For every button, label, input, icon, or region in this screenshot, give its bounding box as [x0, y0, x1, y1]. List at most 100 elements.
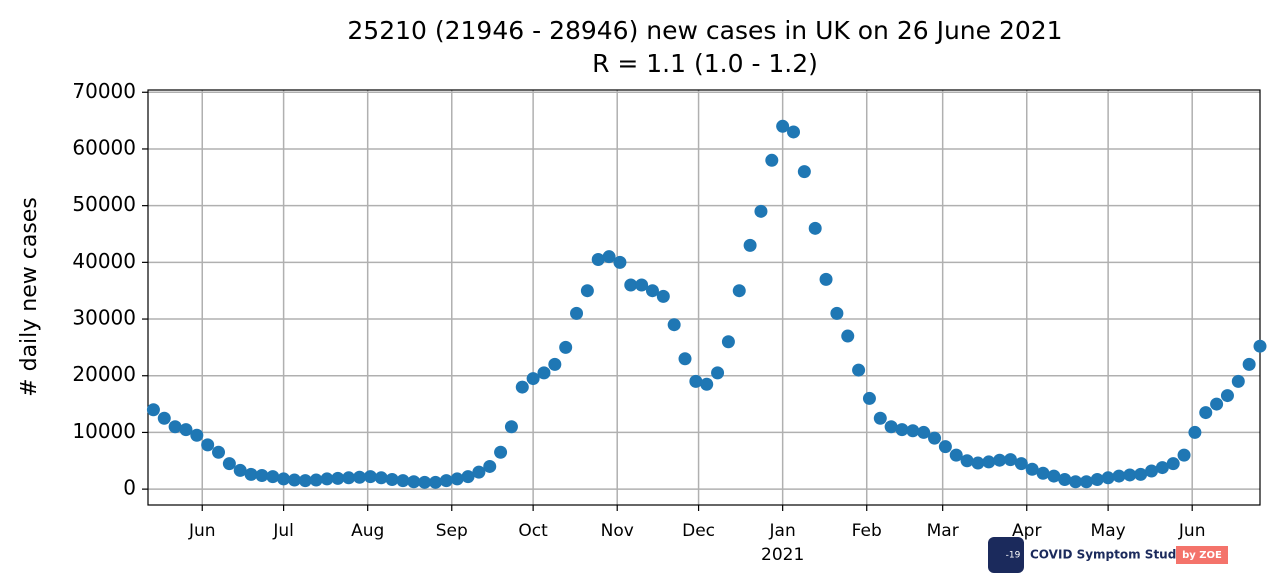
x-tick-label: Jun	[1178, 521, 1206, 541]
point	[146, 403, 160, 417]
y-tick-label: 20000	[72, 362, 136, 386]
logo-by-box	[1176, 546, 1228, 564]
point	[678, 352, 692, 366]
point	[928, 431, 942, 445]
point	[1047, 469, 1061, 483]
x-tick-label: Jul	[272, 521, 294, 541]
x-tick-label: Feb	[852, 521, 882, 541]
point	[732, 284, 746, 298]
point	[624, 278, 638, 292]
logo-badge-text: -19	[1006, 551, 1021, 561]
point	[1155, 461, 1169, 475]
point	[1014, 457, 1028, 471]
point	[298, 474, 312, 488]
point	[917, 425, 931, 439]
point	[873, 411, 887, 425]
point	[1145, 464, 1159, 478]
point	[862, 391, 876, 405]
point	[494, 445, 508, 459]
point	[906, 424, 920, 438]
point	[537, 366, 551, 380]
point	[385, 472, 399, 486]
point	[559, 340, 573, 354]
point	[613, 255, 627, 269]
y-tick-label: 30000	[72, 306, 136, 330]
point	[884, 420, 898, 434]
point	[461, 470, 475, 484]
point	[949, 448, 963, 462]
point	[1123, 468, 1137, 482]
point	[418, 475, 432, 489]
point	[1177, 448, 1191, 462]
point	[233, 463, 247, 477]
x-tick-label: Aug	[351, 521, 384, 541]
point	[645, 284, 659, 298]
chart-subtitle: R = 1.1 (1.0 - 1.2)	[592, 49, 818, 78]
logo: -19 COVID Symptom Study by ZOE	[988, 537, 1228, 573]
point	[1242, 357, 1256, 371]
point	[765, 153, 779, 167]
points	[146, 119, 1267, 489]
point	[1199, 406, 1213, 420]
point	[841, 329, 855, 343]
point	[1069, 475, 1083, 489]
point	[190, 428, 204, 442]
point	[591, 253, 605, 267]
point	[526, 372, 540, 386]
point	[797, 165, 811, 179]
point	[483, 459, 497, 473]
y-tick-label: 60000	[72, 135, 136, 159]
y-tick-label: 0	[123, 476, 136, 500]
chart-title: 25210 (21946 - 28946) new cases in UK on…	[347, 16, 1062, 45]
point	[244, 467, 258, 481]
x-tick-label: Jan	[769, 521, 796, 541]
point	[1101, 471, 1115, 485]
point	[450, 472, 464, 486]
point	[1253, 339, 1267, 353]
point	[635, 278, 649, 292]
logo-badge	[988, 537, 1024, 573]
point	[1210, 397, 1224, 411]
y-tick-label: 10000	[72, 419, 136, 443]
x-offset-label: 2021	[761, 545, 804, 565]
point	[1003, 453, 1017, 467]
point	[396, 474, 410, 488]
point	[157, 411, 171, 425]
y-axis-label: # daily new cases	[17, 197, 42, 397]
point	[1112, 469, 1126, 483]
point	[428, 475, 442, 489]
x-tick-label: Jun	[188, 521, 216, 541]
point	[320, 472, 334, 486]
point	[179, 423, 193, 437]
point	[700, 377, 714, 391]
point	[852, 363, 866, 377]
point	[277, 472, 291, 486]
point	[222, 457, 236, 471]
point	[808, 221, 822, 235]
point	[721, 335, 735, 349]
point	[309, 473, 323, 487]
x-tick-label: Sep	[436, 521, 468, 541]
point	[1188, 425, 1202, 439]
point	[212, 445, 226, 459]
point	[667, 318, 681, 332]
point	[1220, 389, 1234, 403]
point	[776, 119, 790, 133]
point	[971, 456, 985, 470]
point	[1231, 374, 1245, 388]
point	[602, 250, 616, 264]
y-tick-label: 50000	[72, 192, 136, 216]
point	[819, 272, 833, 286]
logo-text: COVID Symptom Study	[1030, 548, 1184, 562]
point	[439, 474, 453, 488]
point	[754, 204, 768, 218]
point	[374, 471, 388, 485]
y-tick-label: 40000	[72, 249, 136, 273]
point	[656, 289, 670, 303]
point	[515, 380, 529, 394]
point	[993, 453, 1007, 467]
point	[331, 471, 345, 485]
x-tick-label: Dec	[682, 521, 715, 541]
